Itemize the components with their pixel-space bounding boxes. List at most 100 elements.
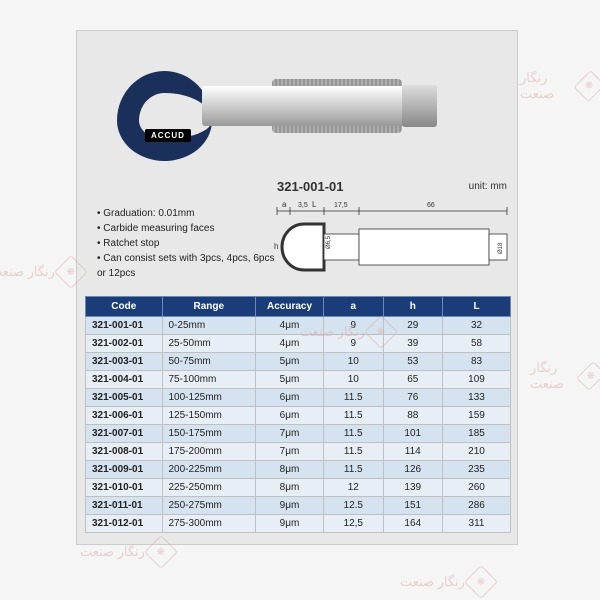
table-cell: 260 [443, 479, 511, 497]
spec-panel: ACCUD Graduation: 0.01mmCarbide measurin… [76, 30, 518, 545]
table-cell: 133 [443, 389, 511, 407]
watermark-text: رنگار صنعت [520, 70, 575, 102]
table-cell: 275-300mm [162, 515, 256, 533]
table-cell: 11.5 [324, 461, 384, 479]
spec-table: CodeRangeAccuracyahL 321-001-010-25mm4μm… [85, 296, 511, 533]
watermark-text: رنگار صنعت [400, 574, 465, 590]
table-cell: 12.5 [324, 497, 384, 515]
table-cell: 321-004-01 [86, 371, 163, 389]
table-cell: 12 [324, 479, 384, 497]
table-cell: 150-175mm [162, 425, 256, 443]
table-cell: 9μm [256, 497, 324, 515]
table-cell: 4μm [256, 335, 324, 353]
features-list: Graduation: 0.01mmCarbide measuring face… [97, 206, 277, 281]
watermark: رنگار صنعت❋ [0, 260, 83, 284]
table-cell: 250-275mm [162, 497, 256, 515]
table-row: 321-007-01150-175mm7μm11.5101185 [86, 425, 511, 443]
table-header: Code [86, 297, 163, 317]
table-header: Accuracy [256, 297, 324, 317]
table-header: L [443, 297, 511, 317]
table-cell: 11.5 [324, 389, 384, 407]
table-cell: 11.5 [324, 443, 384, 461]
table-cell: 159 [443, 407, 511, 425]
table-cell: 321-007-01 [86, 425, 163, 443]
product-photo: ACCUD [107, 51, 487, 181]
table-cell: 321-008-01 [86, 443, 163, 461]
table-cell: 10 [324, 353, 384, 371]
table-header: h [383, 297, 443, 317]
table-cell: 7μm [256, 443, 324, 461]
feature-item: Carbide measuring faces [97, 221, 277, 236]
table-cell: 10 [324, 371, 384, 389]
table-cell: 75-100mm [162, 371, 256, 389]
watermark-logo-icon: ❋ [576, 361, 600, 391]
svg-text:17,5: 17,5 [334, 202, 348, 209]
table-cell: 12,5 [324, 515, 384, 533]
table-cell: 8μm [256, 479, 324, 497]
table-cell: 200-225mm [162, 461, 256, 479]
feature-item: Ratchet stop [97, 236, 277, 251]
table-cell: 321-011-01 [86, 497, 163, 515]
table-cell: 286 [443, 497, 511, 515]
table-cell: 321-001-01 [86, 317, 163, 335]
table-row: 321-003-0150-75mm5μm105383 [86, 353, 511, 371]
watermark-logo-icon: ❋ [574, 70, 600, 102]
table-cell: 175-200mm [162, 443, 256, 461]
table-row: 321-005-01100-125mm6μm11.576133 [86, 389, 511, 407]
table-cell: 125-150mm [162, 407, 256, 425]
table-cell: 5μm [256, 353, 324, 371]
table-row: 321-010-01225-250mm8μm12139260 [86, 479, 511, 497]
table-cell: 88 [383, 407, 443, 425]
table-cell: 39 [383, 335, 443, 353]
table-cell: 321-006-01 [86, 407, 163, 425]
table-cell: 53 [383, 353, 443, 371]
table-row: 321-009-01200-225mm8μm11.5126235 [86, 461, 511, 479]
table-cell: 9 [324, 317, 384, 335]
svg-text:a: a [282, 200, 287, 209]
model-number: 321-001-01 [277, 179, 344, 194]
table-cell: 5μm [256, 371, 324, 389]
watermark: رنگار صنعت❋ [520, 70, 600, 102]
table-cell: 32 [443, 317, 511, 335]
feature-item: Can consist sets with 3pcs, 4pcs, 6pcs o… [97, 251, 277, 281]
table-row: 321-002-0125-50mm4μm93958 [86, 335, 511, 353]
table-cell: 151 [383, 497, 443, 515]
table-cell: 164 [383, 515, 443, 533]
ratchet [402, 85, 437, 127]
table-row: 321-006-01125-150mm6μm11.588159 [86, 407, 511, 425]
table-cell: 101 [383, 425, 443, 443]
table-cell: 126 [383, 461, 443, 479]
table-cell: 321-005-01 [86, 389, 163, 407]
table-cell: 321-002-01 [86, 335, 163, 353]
table-cell: 185 [443, 425, 511, 443]
table-cell: 9 [324, 335, 384, 353]
table-cell: 58 [443, 335, 511, 353]
svg-text:Ø18: Ø18 [498, 242, 504, 254]
table-cell: 139 [383, 479, 443, 497]
table-cell: 235 [443, 461, 511, 479]
table-row: 321-001-010-25mm4μm92932 [86, 317, 511, 335]
table-cell: 50-75mm [162, 353, 256, 371]
svg-text:h: h [274, 242, 278, 251]
table-row: 321-012-01275-300mm9μm12,5164311 [86, 515, 511, 533]
table-cell: 9μm [256, 515, 324, 533]
unit-label: unit: mm [469, 181, 507, 192]
table-cell: 7μm [256, 425, 324, 443]
table-cell: 100-125mm [162, 389, 256, 407]
table-cell: 210 [443, 443, 511, 461]
table-row: 321-011-01250-275mm9μm12.5151286 [86, 497, 511, 515]
table-row: 321-008-01175-200mm7μm11.5114210 [86, 443, 511, 461]
svg-text:3,5: 3,5 [298, 202, 308, 209]
spindle [202, 86, 412, 126]
table-cell: 11.5 [324, 407, 384, 425]
table-cell: 6μm [256, 389, 324, 407]
table-cell: 11.5 [324, 425, 384, 443]
watermark: رنگار صنعت❋ [530, 360, 600, 392]
table-cell: 321-003-01 [86, 353, 163, 371]
table-cell: 65 [383, 371, 443, 389]
table-cell: 8μm [256, 461, 324, 479]
svg-text:L: L [312, 200, 317, 209]
table-header: Range [162, 297, 256, 317]
table-row: 321-004-0175-100mm5μm1065109 [86, 371, 511, 389]
table-cell: 76 [383, 389, 443, 407]
